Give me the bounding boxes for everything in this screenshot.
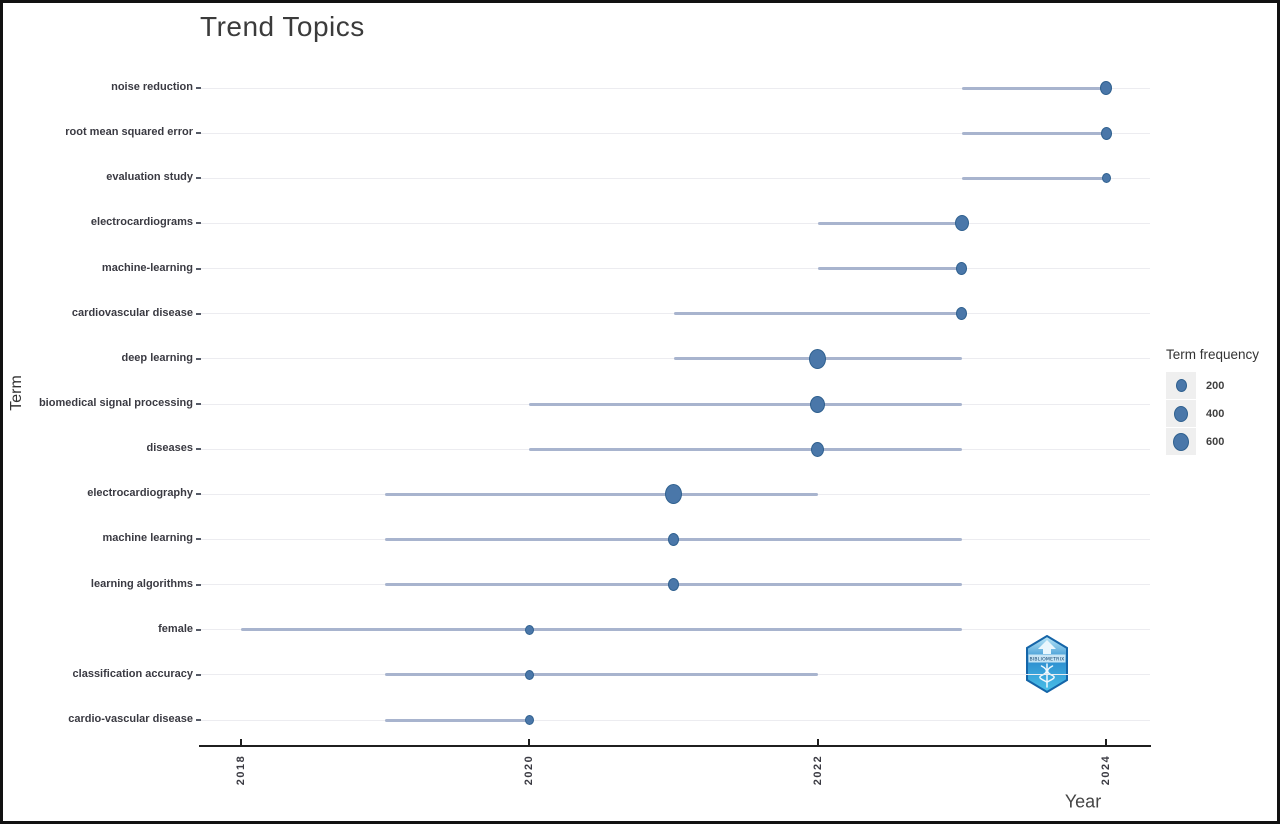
term-label: deep learning bbox=[121, 351, 193, 364]
interval-line bbox=[961, 86, 1106, 90]
interval-line bbox=[385, 492, 818, 496]
frequency-dot bbox=[809, 348, 827, 369]
legend-item: 600 bbox=[1166, 428, 1277, 455]
y-axis-tick bbox=[196, 87, 201, 89]
term-label: root mean squared error bbox=[65, 126, 193, 139]
y-axis-tick bbox=[196, 357, 201, 360]
legend-dot bbox=[1173, 432, 1189, 451]
legend-dot bbox=[1175, 379, 1187, 392]
x-tick-label: 2020 bbox=[523, 754, 536, 786]
y-axis-tick bbox=[196, 583, 201, 586]
interval-line bbox=[529, 447, 962, 451]
legend-key bbox=[1166, 428, 1196, 455]
y-axis-tick bbox=[196, 628, 201, 631]
term-label: electrocardiography bbox=[87, 487, 193, 500]
frequency-dot bbox=[810, 395, 826, 413]
legend-item: 400 bbox=[1166, 400, 1277, 427]
frequency-dot bbox=[954, 215, 969, 232]
interval-line bbox=[961, 131, 1106, 135]
y-axis-tick bbox=[196, 312, 201, 315]
x-tick-label: 2022 bbox=[811, 754, 824, 786]
y-axis-tick bbox=[196, 538, 201, 541]
term-label: cardio-vascular disease bbox=[68, 713, 193, 725]
term-label: classification accuracy bbox=[72, 667, 193, 680]
legend-dot bbox=[1174, 405, 1188, 422]
term-label: cardiovascular disease bbox=[71, 306, 193, 319]
term-label: evaluation study bbox=[106, 171, 193, 184]
frequency-dot bbox=[665, 484, 682, 505]
frequency-dot bbox=[524, 669, 534, 680]
frequency-dot bbox=[1100, 126, 1112, 140]
bibliometrix-logo: BIBLIOMETRIX bbox=[1026, 635, 1068, 693]
legend-key bbox=[1166, 372, 1196, 399]
logo-caduceus-icon bbox=[1039, 663, 1055, 688]
frequency-dot bbox=[668, 578, 679, 592]
y-axis-tick bbox=[196, 177, 201, 180]
y-axis-tick bbox=[196, 493, 201, 496]
x-tick-label: 2024 bbox=[1100, 754, 1113, 786]
interval-line bbox=[961, 176, 1106, 180]
legend-label: 600 bbox=[1206, 435, 1225, 448]
y-axis-tick bbox=[196, 403, 201, 405]
x-axis-title: Year bbox=[1064, 791, 1102, 812]
logo-arrow-icon bbox=[1038, 640, 1056, 654]
term-label: noise reduction bbox=[111, 81, 193, 93]
y-axis-tick bbox=[196, 448, 201, 451]
legend: Term frequency 200 400 600 bbox=[1166, 347, 1277, 456]
logo-band bbox=[1028, 654, 1066, 663]
y-axis-tick bbox=[196, 132, 201, 135]
frequency-dot bbox=[1100, 81, 1113, 95]
frequency-dot bbox=[1101, 173, 1111, 184]
frequency-dot bbox=[956, 307, 968, 321]
legend-label: 400 bbox=[1206, 407, 1225, 420]
legend-label: 200 bbox=[1206, 379, 1225, 392]
interval-line bbox=[529, 402, 962, 406]
grid-line bbox=[199, 268, 1150, 270]
interval-line bbox=[673, 312, 962, 316]
chart-title: Trend Topics bbox=[200, 11, 365, 42]
grid-line bbox=[199, 177, 1150, 179]
interval-line bbox=[385, 718, 530, 722]
frequency-dot bbox=[668, 532, 679, 546]
grid-line bbox=[199, 719, 1150, 721]
legend-key bbox=[1166, 400, 1196, 427]
frequency-dot bbox=[956, 262, 968, 276]
x-tick-mark bbox=[240, 739, 242, 746]
interval-line bbox=[817, 267, 962, 271]
y-axis-tick bbox=[196, 673, 201, 676]
grid-line bbox=[199, 222, 1150, 224]
frequency-dot bbox=[524, 624, 534, 635]
term-label: machine-learning bbox=[101, 261, 193, 274]
term-label: diseases bbox=[146, 442, 193, 455]
x-tick-mark bbox=[1105, 739, 1108, 746]
x-tick-mark bbox=[816, 739, 819, 746]
interval-line bbox=[817, 221, 962, 225]
term-label: machine learning bbox=[102, 532, 193, 545]
x-tick-mark bbox=[528, 739, 531, 746]
grid-line bbox=[199, 132, 1150, 134]
y-axis-tick bbox=[196, 267, 201, 270]
term-label: biomedical signal processing bbox=[38, 397, 193, 409]
x-tick-label: 2018 bbox=[235, 754, 247, 786]
x-axis-line bbox=[199, 745, 1151, 747]
frequency-dot bbox=[811, 441, 825, 457]
interval-line bbox=[241, 628, 962, 632]
logo-band-text: BIBLIOMETRIX bbox=[1030, 657, 1065, 663]
grid-line bbox=[199, 87, 1150, 89]
term-label: electrocardiograms bbox=[90, 216, 193, 229]
y-axis-tick bbox=[196, 719, 201, 721]
y-axis-tick bbox=[196, 222, 201, 225]
interval-line bbox=[385, 673, 818, 677]
term-label: female bbox=[158, 622, 193, 635]
legend-title: Term frequency bbox=[1166, 347, 1260, 362]
legend-item: 200 bbox=[1166, 372, 1277, 399]
frequency-dot bbox=[524, 715, 534, 725]
legend-items: 200 400 600 bbox=[1166, 372, 1277, 455]
term-label: learning algorithms bbox=[90, 577, 193, 590]
